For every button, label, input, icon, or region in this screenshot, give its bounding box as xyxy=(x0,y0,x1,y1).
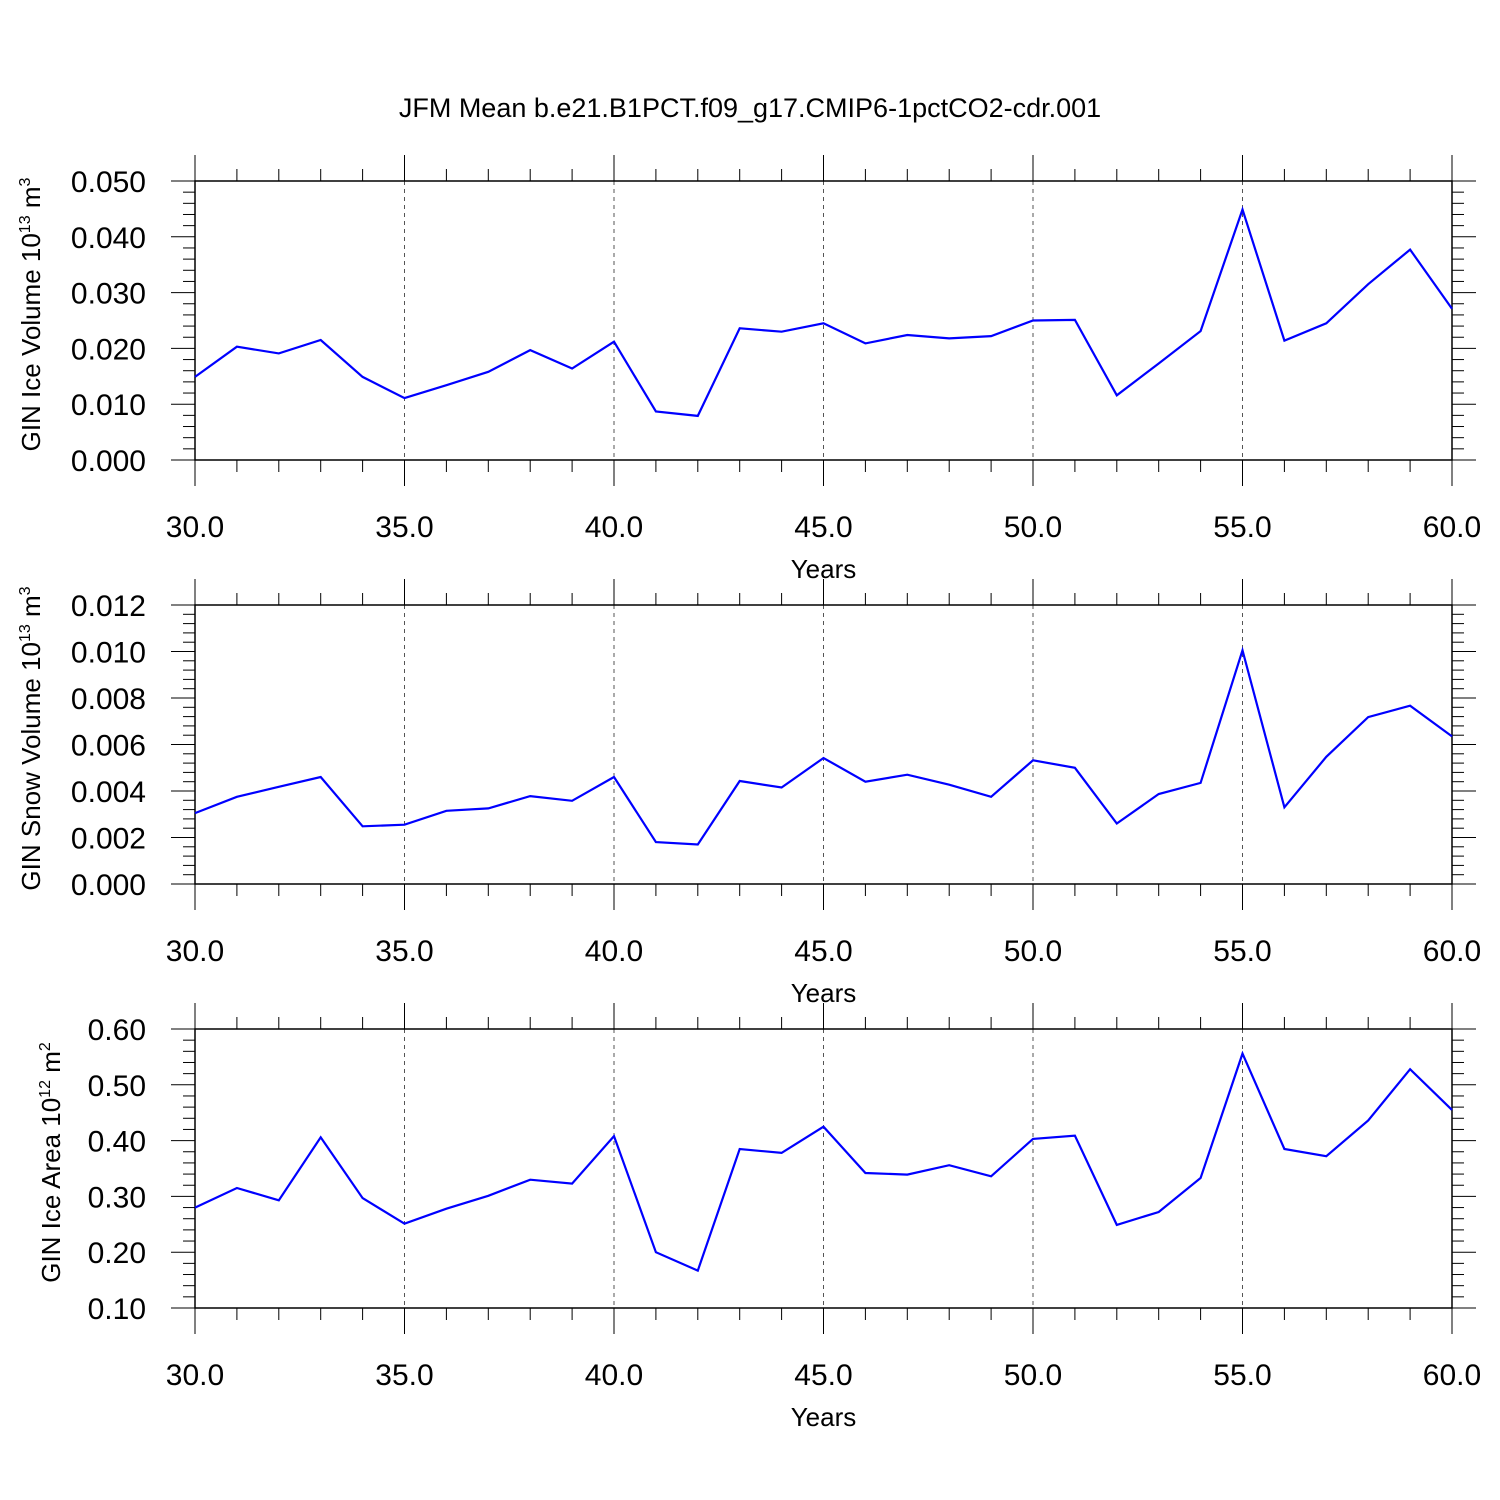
x-tick-label: 50.0 xyxy=(1004,511,1062,544)
y-tick-label: 0.030 xyxy=(71,278,146,311)
x-tick-label: 40.0 xyxy=(585,935,643,968)
y-axis-label: GIN Snow Volume 1013 m3 xyxy=(16,586,46,890)
x-tick-label: 60.0 xyxy=(1423,935,1481,968)
y-tick-label: 0.40 xyxy=(88,1126,146,1159)
y-tick-label: 0.040 xyxy=(71,222,146,255)
x-axis-label: Years xyxy=(791,1402,857,1432)
x-tick-label: 50.0 xyxy=(1004,935,1062,968)
x-tick-label: 30.0 xyxy=(166,511,224,544)
y-tick-label: 0.006 xyxy=(71,730,146,763)
y-axis-label: GIN Ice Volume 1013 m3 xyxy=(16,177,46,451)
y-tick-label: 0.010 xyxy=(71,637,146,670)
x-tick-label: 55.0 xyxy=(1213,1359,1271,1392)
x-tick-label: 35.0 xyxy=(375,511,433,544)
chart-title: JFM Mean b.e21.B1PCT.f09_g17.CMIP6-1pctC… xyxy=(399,93,1101,123)
x-tick-label: 30.0 xyxy=(166,1359,224,1392)
y-tick-label: 0.050 xyxy=(71,166,146,199)
y-tick-label: 0.000 xyxy=(71,445,146,478)
x-tick-label: 40.0 xyxy=(585,511,643,544)
panel-3: 0.10 0.20 0.30 0.40 0.50 0.60 30.0 35.0 40.0 45.0… xyxy=(36,1003,1481,1432)
x-tick-label: 50.0 xyxy=(1004,1359,1062,1392)
x-tick-label: 40.0 xyxy=(585,1359,643,1392)
y-tick-label: 0.012 xyxy=(71,590,146,623)
x-tick-label: 35.0 xyxy=(375,1359,433,1392)
x-tick-label: 60.0 xyxy=(1423,1359,1481,1392)
y-tick-label: 0.20 xyxy=(88,1237,146,1270)
x-tick-label: 45.0 xyxy=(794,511,852,544)
x-tick-label: 60.0 xyxy=(1423,511,1481,544)
y-tick-label: 0.010 xyxy=(71,389,146,422)
x-tick-label: 30.0 xyxy=(166,935,224,968)
y-tick-label: 0.50 xyxy=(88,1070,146,1103)
x-tick-label: 55.0 xyxy=(1213,511,1271,544)
x-tick-label: 45.0 xyxy=(794,1359,852,1392)
y-axis-label: GIN Ice Area 1012 m2 xyxy=(36,1042,66,1283)
y-tick-label: 0.10 xyxy=(88,1293,146,1326)
panel-1: 0.000 0.010 0.020 0.030 0.040 0.050 30.0 35.0 40… xyxy=(16,155,1481,584)
y-tick-label: 0.002 xyxy=(71,823,146,856)
y-tick-label: 0.60 xyxy=(88,1014,146,1047)
y-tick-label: 0.000 xyxy=(71,869,146,902)
panel-2: 0.000 0.002 0.004 0.006 0.008 0.010 0.012 30.0 3… xyxy=(16,579,1481,1008)
x-tick-label: 55.0 xyxy=(1213,935,1271,968)
y-tick-label: 0.30 xyxy=(88,1181,146,1214)
y-tick-label: 0.004 xyxy=(71,776,146,809)
y-tick-label: 0.008 xyxy=(71,683,146,716)
x-tick-label: 45.0 xyxy=(794,935,852,968)
x-tick-label: 35.0 xyxy=(375,935,433,968)
y-tick-label: 0.020 xyxy=(71,333,146,366)
